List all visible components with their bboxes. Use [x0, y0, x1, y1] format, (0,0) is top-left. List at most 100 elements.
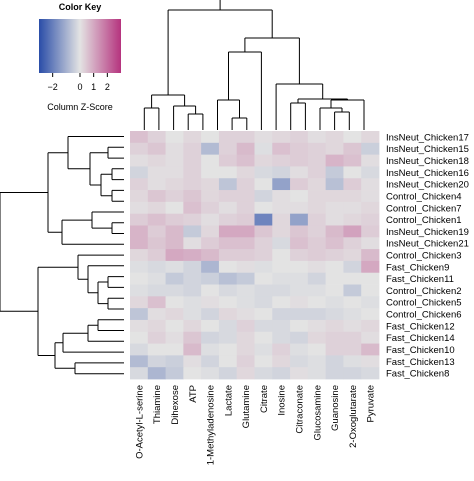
heatmap-cell	[290, 355, 309, 368]
heatmap-cell	[290, 331, 309, 344]
heatmap-cell	[325, 225, 344, 238]
heatmap-cell	[307, 154, 327, 167]
heatmap-cell	[343, 154, 362, 167]
heatmap-cell	[201, 166, 220, 179]
heatmap-cell	[130, 308, 149, 321]
heatmap-cell	[343, 142, 362, 156]
heatmap-cell	[165, 284, 184, 297]
heatmap-cell	[201, 190, 220, 203]
heatmap-cell	[165, 178, 184, 191]
heatmap-cell	[236, 284, 255, 297]
heatmap-cell	[307, 367, 327, 380]
heatmap-cell	[183, 166, 202, 179]
heatmap-cell	[361, 142, 380, 156]
heatmap-cell	[290, 213, 309, 226]
heatmap-cell	[165, 154, 184, 167]
row-dendrogram-tree	[0, 136, 124, 375]
heatmap-cell	[272, 225, 291, 238]
heatmap-cell	[254, 225, 273, 238]
heatmap-cell	[272, 284, 291, 297]
heatmap-cell	[147, 296, 166, 309]
heatmap-cell	[272, 367, 291, 380]
heatmap-cell	[218, 355, 238, 368]
heatmap-cell	[218, 178, 238, 191]
heatmap-cell	[325, 142, 344, 156]
heatmap-cell	[183, 249, 202, 262]
heatmap-cell	[218, 260, 238, 274]
heatmap-cell	[147, 213, 166, 226]
heatmap-cell	[254, 166, 273, 179]
heatmap-cell	[218, 190, 238, 203]
column-label: Thiamine	[152, 385, 163, 424]
heatmap-cell	[307, 237, 327, 250]
heatmap-cell	[343, 319, 362, 333]
heatmap-cell	[201, 142, 220, 156]
heatmap-cell	[290, 284, 309, 297]
heatmap-cell	[254, 213, 273, 226]
heatmap-cell	[218, 319, 238, 333]
heatmap-cell	[130, 296, 149, 309]
heatmap-cell	[236, 154, 255, 167]
heatmap-cell	[130, 213, 149, 226]
heatmap-cell	[325, 201, 344, 215]
color-key-gradient	[39, 19, 121, 73]
column-label: Guanosine	[330, 385, 341, 431]
heatmap-cell	[272, 260, 291, 274]
heatmap-cell	[165, 225, 184, 238]
heatmap-cell	[130, 225, 149, 238]
heatmap-cell	[130, 249, 149, 262]
heatmap-cell	[290, 249, 309, 262]
heatmap-cell	[130, 154, 149, 167]
heatmap-cell	[130, 142, 149, 156]
heatmap-cell	[218, 237, 238, 250]
heatmap-cell	[183, 284, 202, 297]
heatmap-cell	[343, 355, 362, 368]
heatmap-cell	[236, 190, 255, 203]
heatmap-cell	[272, 308, 291, 321]
heatmap-cell	[130, 272, 149, 285]
heatmap-cell	[290, 237, 309, 250]
heatmap-cell	[236, 213, 255, 226]
heatmap-cell	[325, 331, 344, 344]
row-label: Control_Chicken1	[386, 215, 462, 226]
heatmap-cell	[290, 166, 309, 179]
heatmap-cell	[236, 131, 255, 144]
heatmap-cell	[325, 296, 344, 309]
heatmap-cells	[130, 131, 380, 380]
heatmap-cell	[147, 131, 166, 144]
heatmap-cell	[307, 178, 327, 191]
heatmap-cell	[201, 319, 220, 333]
heatmap-cell	[130, 201, 149, 215]
heatmap-cell	[201, 331, 220, 344]
heatmap-cell	[147, 367, 166, 380]
heatmap-cell	[201, 249, 220, 262]
heatmap-cell	[307, 308, 327, 321]
row-label: Fast_Chicken11	[386, 274, 454, 285]
heatmap-cell	[218, 225, 238, 238]
heatmap-cell	[130, 131, 149, 144]
heatmap-cell	[130, 178, 149, 191]
heatmap-cell	[361, 166, 380, 179]
heatmap-cell	[236, 331, 255, 344]
heatmap-cell	[290, 260, 309, 274]
heatmap-cell	[165, 296, 184, 309]
color-key-tick-label: 2	[105, 82, 110, 92]
heatmap-cell	[272, 190, 291, 203]
heatmap-cell	[343, 367, 362, 380]
heatmap-cell	[325, 343, 344, 356]
heatmap-cell	[201, 343, 220, 356]
heatmap-cell	[361, 131, 380, 144]
heatmap-cell	[130, 260, 149, 274]
heatmap-cell	[236, 201, 255, 215]
heatmap-cell	[201, 355, 220, 368]
heatmap-cell	[147, 355, 166, 368]
heatmap-cell	[147, 237, 166, 250]
heatmap-cell	[147, 142, 166, 156]
heatmap-cell	[218, 343, 238, 356]
heatmap-cell	[130, 367, 149, 380]
heatmap-cell	[272, 166, 291, 179]
heatmap-cell	[218, 249, 238, 262]
heatmap-cell	[165, 249, 184, 262]
heatmap-cell	[147, 249, 166, 262]
